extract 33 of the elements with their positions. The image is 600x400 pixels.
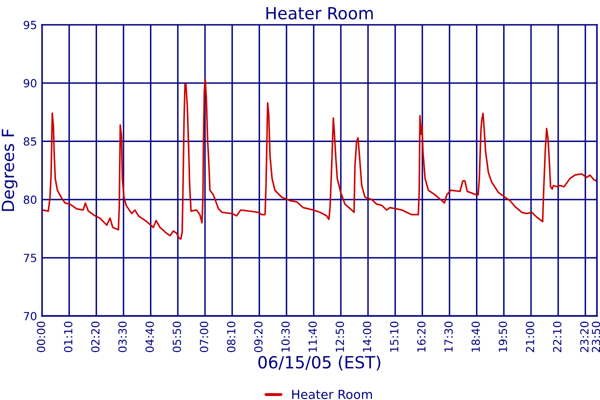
- y-tick-label: 95: [24, 20, 36, 30]
- x-tick-label: 01:10: [64, 322, 72, 352]
- y-axis-title: Degrees F: [2, 129, 18, 211]
- x-tick-label: 10:30: [281, 322, 290, 352]
- x-tick-label: 08:10: [226, 322, 236, 352]
- x-tick-label: 17:30: [444, 322, 453, 352]
- x-tick-label: 22:10: [553, 322, 562, 352]
- y-tick-label: 75: [24, 254, 36, 262]
- legend-label: Heater Room: [292, 390, 372, 400]
- x-tick-label: 14:00: [362, 322, 372, 352]
- x-tick-label: 03:30: [118, 322, 127, 352]
- x-tick-label: 02:20: [91, 322, 100, 352]
- x-tick-label: 16:20: [417, 322, 426, 352]
- x-tick-label: 09:20: [254, 322, 263, 352]
- x-tick-label: 19:50: [498, 322, 508, 352]
- line-series: [42, 78, 597, 240]
- x-tick-label: 23:20: [580, 322, 589, 352]
- y-tick-label: 80: [24, 195, 36, 204]
- x-tick-label: 18:40: [472, 322, 480, 352]
- y-tick-label: 70: [24, 312, 36, 320]
- x-tick-label: 00:00: [36, 322, 46, 352]
- x-tick-label: 04:40: [145, 322, 154, 352]
- y-tick-label: 85: [24, 137, 36, 146]
- x-tick-label: 11:40: [308, 322, 317, 352]
- x-tick-label: 05:50: [172, 322, 182, 352]
- x-tick-label: 21:00: [526, 322, 534, 352]
- x-tick-label: 23:50: [592, 322, 600, 352]
- x-tick-label: 15:10: [390, 322, 398, 352]
- x-tick-label: 07:00: [200, 322, 208, 352]
- x-tick-label: 12:50: [336, 322, 344, 352]
- y-tick-label: 90: [24, 79, 36, 88]
- x-axis-title: 06/15/05 (EST): [258, 356, 380, 371]
- chart-title: Heater Room: [266, 7, 373, 20]
